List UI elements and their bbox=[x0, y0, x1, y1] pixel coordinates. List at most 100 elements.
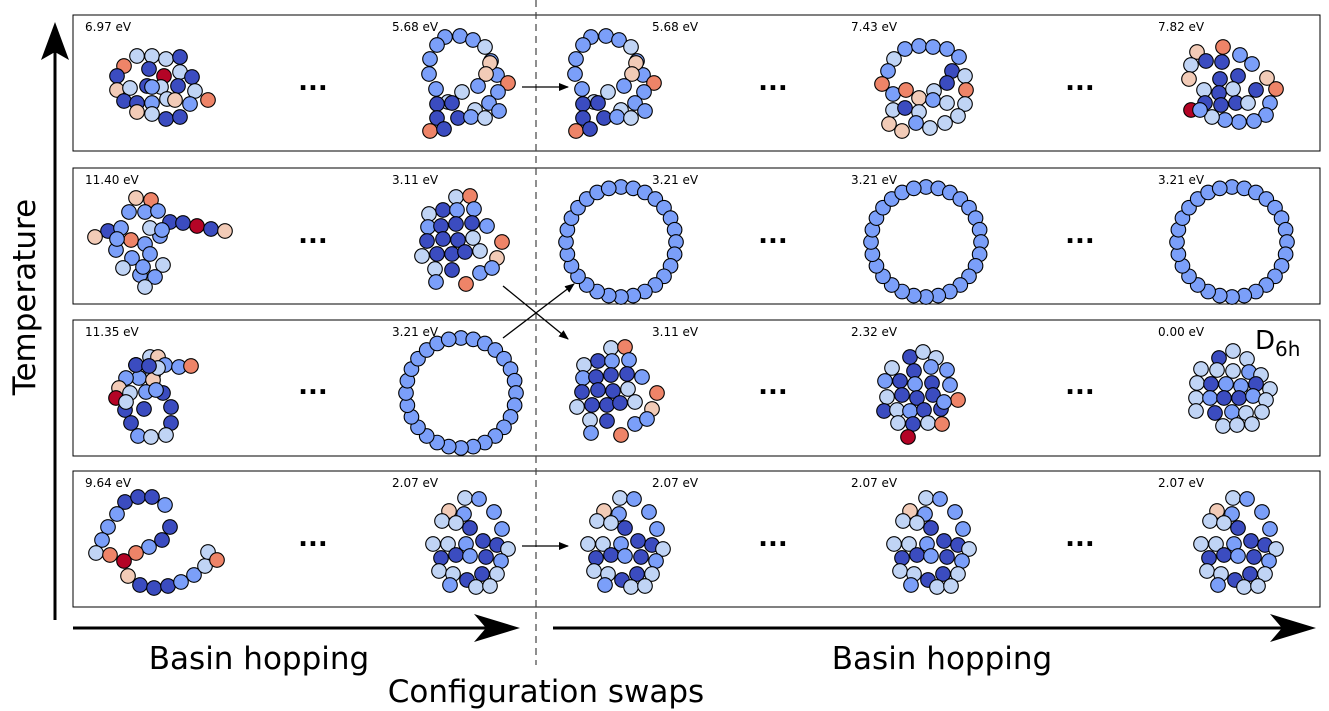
ellipsis: ... bbox=[1065, 67, 1095, 97]
ellipsis: ... bbox=[758, 220, 788, 250]
atom bbox=[567, 66, 583, 82]
atom bbox=[116, 553, 132, 569]
atom bbox=[1202, 513, 1218, 529]
basin-hopping-left-arrowhead bbox=[474, 614, 520, 642]
atom bbox=[929, 579, 945, 595]
atom bbox=[1209, 362, 1225, 378]
atom bbox=[609, 109, 625, 125]
atom bbox=[603, 515, 619, 531]
energy-label: 7.43 eV bbox=[851, 20, 898, 34]
atom bbox=[626, 491, 642, 507]
atom bbox=[575, 370, 591, 386]
atom bbox=[1225, 343, 1241, 359]
energy-label: 3.11 eV bbox=[392, 173, 439, 187]
atom bbox=[649, 521, 665, 537]
row-2-panel bbox=[72, 167, 1321, 305]
atom bbox=[605, 383, 621, 399]
atom bbox=[448, 216, 464, 232]
atom bbox=[162, 519, 178, 535]
atom bbox=[954, 553, 970, 569]
atom bbox=[943, 578, 959, 594]
atom bbox=[144, 79, 160, 95]
atom bbox=[429, 110, 445, 126]
atom bbox=[465, 32, 481, 48]
energy-label: 3.21 eV bbox=[851, 173, 898, 187]
atom bbox=[124, 250, 140, 266]
cluster-r3-c2 bbox=[398, 330, 524, 456]
atom bbox=[576, 357, 592, 373]
atom bbox=[950, 108, 966, 124]
temperature-axis-arrowhead bbox=[41, 22, 69, 60]
atom bbox=[1230, 68, 1246, 84]
atom bbox=[431, 563, 447, 579]
atom bbox=[918, 490, 934, 506]
atom bbox=[582, 121, 598, 137]
atom bbox=[958, 82, 974, 98]
atom bbox=[478, 549, 494, 565]
atom bbox=[163, 399, 179, 415]
atom bbox=[429, 96, 445, 112]
atom bbox=[600, 84, 616, 100]
atom bbox=[100, 519, 116, 535]
atom bbox=[575, 110, 591, 126]
atom bbox=[94, 532, 110, 548]
atom bbox=[128, 190, 144, 206]
atom bbox=[939, 549, 955, 565]
atom bbox=[596, 110, 612, 126]
atom bbox=[128, 545, 144, 561]
atom bbox=[435, 202, 451, 218]
atom bbox=[574, 384, 590, 400]
atom bbox=[589, 513, 605, 529]
atom bbox=[639, 411, 655, 427]
atom bbox=[600, 180, 617, 197]
cluster-r2-c5 bbox=[1169, 179, 1295, 305]
atom bbox=[636, 84, 652, 100]
atom bbox=[590, 353, 606, 369]
atom bbox=[1216, 547, 1232, 563]
atom bbox=[895, 513, 911, 529]
atom bbox=[894, 123, 910, 139]
atom bbox=[1231, 390, 1247, 406]
atom bbox=[889, 402, 905, 418]
atom bbox=[879, 389, 895, 405]
atom bbox=[427, 261, 443, 277]
cluster-r3-c3 bbox=[569, 339, 665, 443]
atom bbox=[1236, 579, 1252, 595]
energy-label: 7.82 eV bbox=[1158, 20, 1205, 34]
cluster-r4-c4 bbox=[886, 490, 977, 595]
atom bbox=[183, 358, 199, 374]
row-1-panel bbox=[72, 14, 1321, 152]
ellipsis: ... bbox=[758, 371, 788, 401]
atom bbox=[892, 373, 908, 389]
row-3-panel bbox=[72, 319, 1321, 457]
atom bbox=[464, 215, 480, 231]
atom bbox=[1196, 82, 1212, 98]
atom bbox=[1250, 578, 1266, 594]
energy-label: 2.07 eV bbox=[652, 476, 699, 490]
atom bbox=[419, 233, 435, 249]
energy-label: 2.07 eV bbox=[1158, 476, 1205, 490]
atom bbox=[186, 567, 202, 583]
atom bbox=[1201, 550, 1217, 566]
atom bbox=[465, 230, 481, 246]
atom bbox=[141, 61, 157, 77]
energy-label: 2.07 eV bbox=[851, 476, 898, 490]
ellipsis: ... bbox=[298, 220, 328, 250]
atom bbox=[217, 223, 233, 239]
atom bbox=[209, 552, 225, 568]
atom bbox=[184, 69, 200, 85]
atom bbox=[144, 106, 160, 122]
atom bbox=[916, 402, 932, 418]
energy-label: 0.00 eV bbox=[1158, 325, 1205, 339]
atom bbox=[1239, 491, 1255, 507]
atom bbox=[620, 381, 636, 397]
cluster-r3-c1 bbox=[108, 349, 199, 445]
atom bbox=[936, 533, 952, 549]
atom bbox=[1239, 351, 1255, 367]
atom bbox=[950, 392, 966, 408]
atom bbox=[422, 123, 438, 139]
atom bbox=[569, 399, 585, 415]
atom bbox=[1259, 70, 1275, 86]
atom bbox=[634, 369, 650, 385]
atom bbox=[420, 219, 436, 235]
